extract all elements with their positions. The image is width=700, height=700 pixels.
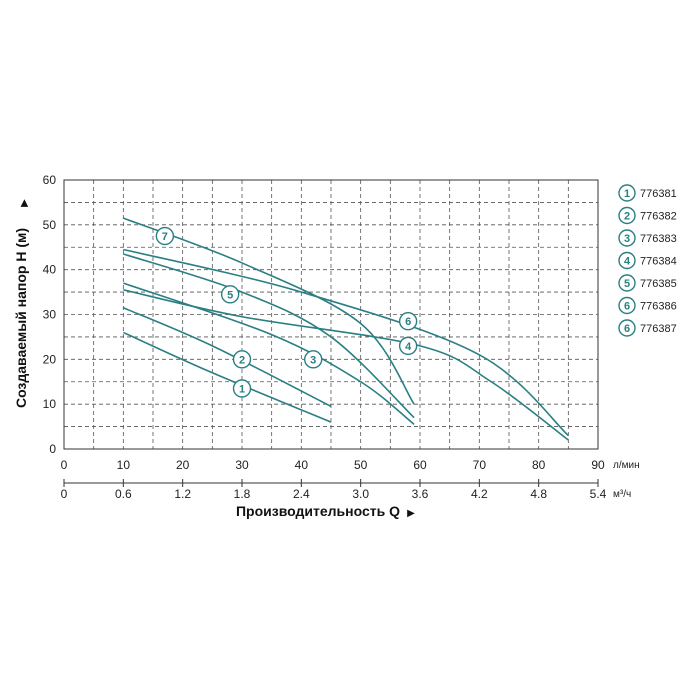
x-tick-label-primary: 60 <box>413 458 427 472</box>
x-tick-label-primary: 40 <box>295 458 309 472</box>
series-badge-2: 2 <box>232 350 252 369</box>
badge-circle <box>232 379 252 398</box>
x-tick-label-secondary: 4.2 <box>471 487 488 501</box>
legend-entry: 4 776384 <box>618 251 677 270</box>
legend-entry: 1 776381 <box>618 184 677 202</box>
legend-label: 776386 <box>640 301 677 313</box>
series-line-6 <box>123 248 569 437</box>
series-line-1 <box>123 331 332 423</box>
x-axis-arrow-icon: ▶ <box>407 508 415 519</box>
legend-label: 776381 <box>640 188 677 200</box>
y-tick-label: 50 <box>43 218 57 232</box>
badge-number: 4 <box>405 341 412 353</box>
x-tick-label-primary: 20 <box>176 458 190 472</box>
badge-number: 2 <box>239 354 245 366</box>
legend-entry: 3 776383 <box>618 229 677 247</box>
grid <box>64 180 598 449</box>
y-axis-arrow-icon: ▶ <box>19 199 30 207</box>
x-tick-label-secondary: 1.8 <box>234 487 251 501</box>
legend-badge-circle <box>618 274 636 292</box>
legend-badge-number: 6 <box>624 301 630 313</box>
series-badge-5: 5 <box>220 285 240 304</box>
legend-entry: 5 776385 <box>618 274 677 292</box>
y-tick-label: 60 <box>43 173 57 187</box>
legend-badge-number: 1 <box>624 188 630 200</box>
x-tick-label-secondary: 3.0 <box>352 487 369 501</box>
x-tick-label-secondary: 4.8 <box>530 487 547 501</box>
badge-circle <box>220 285 240 304</box>
legend-label: 776385 <box>640 278 677 290</box>
legend-entry: 6 776386 <box>618 296 677 315</box>
badge-number: 5 <box>227 289 233 301</box>
badge-number: 7 <box>162 231 168 243</box>
y-axis-title: Создаваемый напор H (м) <box>13 228 29 408</box>
legend-badge-number: 6 <box>624 323 630 335</box>
y-tick-label: 40 <box>43 263 57 277</box>
y-tick-label: 20 <box>43 352 57 366</box>
y-tick-label: 30 <box>43 308 57 322</box>
legend-entry: 2 776382 <box>618 206 677 225</box>
series-line-4 <box>123 289 569 441</box>
y-tick-label: 0 <box>49 442 56 456</box>
x-tick-label-primary: 80 <box>532 458 546 472</box>
x-tick-label-secondary: 0 <box>61 487 68 501</box>
x-tick-label-primary: 90 <box>591 458 605 472</box>
legend-label: 776382 <box>640 211 677 223</box>
legend-badge-number: 3 <box>624 233 630 245</box>
legend-badge-circle <box>618 296 636 315</box>
legend-badge-circle <box>618 229 636 247</box>
series-group <box>123 217 569 441</box>
x-tick-label-primary: 70 <box>473 458 487 472</box>
badge-circle <box>304 350 323 369</box>
axes: 0 10 20 30 40 50 60 0 10 20 30 40 50 60 70 80 90 0 0.6 1.2 1… <box>43 173 607 501</box>
x-tick-label-secondary: 0.6 <box>115 487 132 501</box>
legend: 1 776381 2 776382 3 776383 4 776384 5 776385 6 7763… <box>618 184 677 337</box>
x-tick-label-secondary: 1.2 <box>174 487 191 501</box>
series-badge-3: 3 <box>304 350 323 369</box>
x-tick-label-primary: 30 <box>235 458 249 472</box>
series-line-5 <box>123 253 415 419</box>
x-unit-primary: л/мин <box>613 460 640 471</box>
plot-frame <box>63 179 599 450</box>
legend-badge-number: 4 <box>624 256 631 268</box>
x-tick-label-primary: 50 <box>354 458 368 472</box>
series-line-3 <box>123 282 415 425</box>
legend-entry: 6 776387 <box>618 319 677 337</box>
badge-circle <box>398 312 418 331</box>
legend-badge-number: 2 <box>624 211 630 223</box>
badge-number: 1 <box>239 383 245 395</box>
series-badge-6: 6 <box>398 312 418 331</box>
x-tick-label-secondary: 2.4 <box>293 487 310 501</box>
series-badge-7: 7 <box>155 226 175 246</box>
badge-number: 6 <box>405 316 411 328</box>
badge-circle <box>398 336 418 356</box>
badge-number: 3 <box>310 354 316 366</box>
badge-circle <box>155 226 175 246</box>
legend-badge-circle <box>618 319 636 337</box>
legend-badge-circle <box>618 184 636 202</box>
x-tick-label-secondary: 5.4 <box>590 487 607 501</box>
legend-badge-circle <box>618 206 636 225</box>
legend-label: 776384 <box>640 256 677 268</box>
badge-circle <box>232 350 252 369</box>
series-badge-4: 4 <box>398 336 418 356</box>
series-badge-1: 1 <box>232 379 252 398</box>
legend-badge-number: 5 <box>624 278 630 290</box>
series-labels: 1 2 3 4 5 6 7 <box>155 226 418 398</box>
x-axis-title: Производительность Q <box>236 503 400 519</box>
x-tick-label-primary: 10 <box>117 458 131 472</box>
series-line-7 <box>123 217 415 405</box>
x-tick-label-secondary: 3.6 <box>412 487 429 501</box>
legend-label: 776383 <box>640 233 677 245</box>
legend-badge-circle <box>618 251 636 270</box>
legend-label: 776387 <box>640 323 677 335</box>
x-unit-secondary: м³/ч <box>613 489 631 500</box>
x-tick-label-primary: 0 <box>61 458 68 472</box>
y-tick-label: 10 <box>43 397 57 411</box>
series-line-2 <box>123 307 332 408</box>
